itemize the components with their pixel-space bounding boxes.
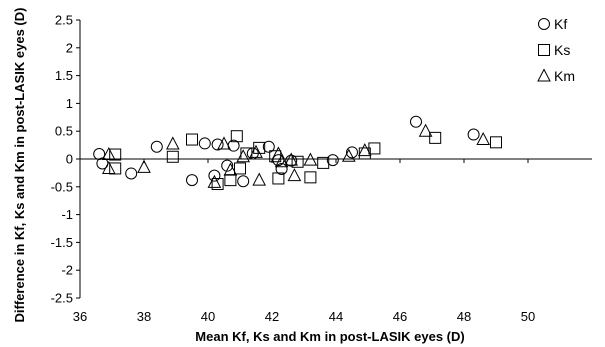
- point-km: [249, 144, 263, 158]
- point-ks: [490, 136, 502, 149]
- x-tick-label: 46: [393, 309, 407, 324]
- point-ks: [109, 148, 122, 161]
- point-km: [357, 143, 372, 157]
- legend-label-kf: Kf: [554, 16, 567, 32]
- point-km: [252, 172, 267, 186]
- legend: Kf Ks Km: [537, 16, 575, 84]
- point-ks: [186, 133, 198, 146]
- point-km: [236, 149, 251, 163]
- point-km: [287, 168, 302, 182]
- y-tick-label: 2: [66, 40, 73, 55]
- legend-marker-ks: [538, 44, 550, 56]
- x-tick-label: 42: [265, 309, 279, 324]
- point-km: [165, 136, 180, 150]
- point-ks: [253, 141, 266, 154]
- point-kf: [186, 174, 198, 187]
- point-kf: [410, 115, 422, 128]
- point-ks: [291, 155, 304, 168]
- point-km: [207, 174, 222, 188]
- legend-marker-km: [537, 68, 551, 82]
- y-tick-label: -1: [61, 207, 73, 222]
- x-tick-label: 38: [137, 309, 151, 324]
- x-tick-label: 48: [457, 309, 471, 324]
- x-tick-label: 36: [73, 309, 87, 324]
- point-km: [476, 131, 491, 146]
- point-ks: [368, 142, 381, 155]
- legend-marker-kf: [538, 18, 550, 30]
- x-tick-label: 44: [329, 309, 343, 324]
- y-tick-label: 2.5: [55, 13, 73, 28]
- point-kf: [346, 146, 358, 159]
- point-ks: [272, 172, 285, 185]
- point-kf: [285, 154, 298, 167]
- point-km: [101, 146, 116, 161]
- point-kf: [275, 163, 288, 176]
- point-ks: [109, 162, 122, 175]
- point-km: [284, 152, 299, 166]
- point-ks: [317, 156, 330, 169]
- point-km: [341, 148, 356, 162]
- point-km: [101, 160, 116, 174]
- y-tick-label: -1.5: [51, 235, 73, 250]
- y-tick-label: -0.5: [51, 179, 73, 194]
- point-km: [217, 136, 231, 150]
- point-kf: [208, 169, 221, 182]
- point-ks: [429, 131, 442, 144]
- point-kf: [211, 138, 224, 151]
- x-axis-title: Mean Kf, Ks and Km in post-LASIK eyes (D…: [195, 329, 464, 344]
- point-ks: [211, 178, 224, 191]
- y-tick-label: 0: [66, 152, 73, 167]
- point-km: [223, 162, 238, 176]
- data-points: [93, 115, 502, 191]
- x-tick-label: 50: [521, 309, 535, 324]
- y-tick-label: 1: [66, 96, 73, 111]
- point-kf: [125, 167, 138, 180]
- point-km: [303, 152, 318, 166]
- point-km: [137, 159, 151, 173]
- y-tick-label: 0.5: [55, 124, 73, 139]
- y-axis-title: Difference in Kf, Ks and Km in post-LASI…: [12, 8, 27, 323]
- point-ks: [224, 174, 237, 187]
- legend-label-km: Km: [554, 68, 575, 84]
- point-km: [418, 123, 433, 137]
- tick-labels: 2.5 2 1.5 1 0.5 0 -0.5 -1 -1.5 -2 -2.536 38 40 42 44 46…: [51, 13, 536, 325]
- x-tick-label: 40: [201, 309, 215, 324]
- point-kf: [198, 137, 211, 150]
- y-tick-label: 1.5: [55, 68, 73, 83]
- point-kf: [326, 154, 339, 167]
- point-kf: [150, 140, 163, 153]
- point-ks: [304, 171, 317, 184]
- axes: [76, 19, 592, 299]
- point-kf: [221, 159, 234, 172]
- point-km: [271, 146, 286, 160]
- point-ks: [230, 130, 243, 143]
- point-ks: [166, 150, 179, 163]
- point-kf: [262, 140, 275, 153]
- point-kf: [237, 175, 250, 188]
- y-tick-label: -2: [61, 263, 73, 278]
- point-km: [274, 154, 289, 168]
- legend-label-ks: Ks: [554, 42, 570, 58]
- point-kf: [467, 128, 480, 141]
- y-tick-label: -2.5: [51, 291, 73, 306]
- point-ks: [234, 162, 246, 175]
